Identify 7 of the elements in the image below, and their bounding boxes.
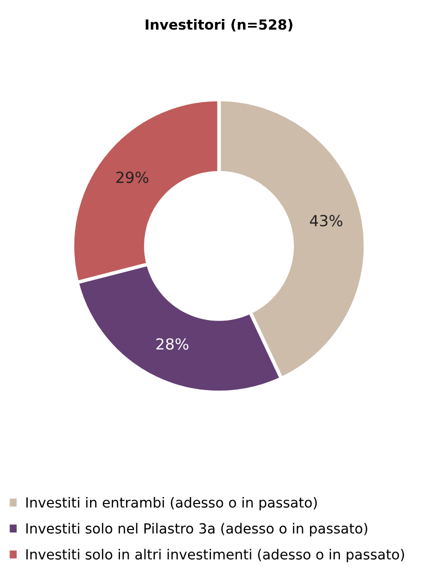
data-label: 29% — [116, 172, 148, 184]
data-label: 43% — [310, 214, 342, 226]
legend-label: Investiti solo in altri investimenti (adesso o in passato) — [26, 548, 404, 562]
chart-title: Investitori (n=528) — [146, 19, 292, 32]
data-label: 28% — [156, 338, 188, 350]
legend-label: Investiti in entrambi (adesso o in passato) — [26, 496, 317, 510]
legend-label: Investiti solo nel Pilastro 3a (adesso o in passato) — [26, 522, 368, 536]
